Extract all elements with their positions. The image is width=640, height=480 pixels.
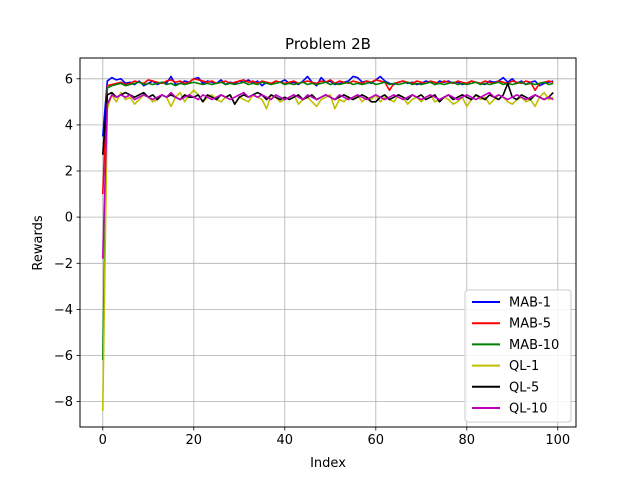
- y-tick-label: −6: [54, 349, 73, 364]
- y-tick-label: 2: [65, 165, 73, 180]
- series-line-mab-10: [101, 81, 554, 361]
- y-tick-label: −8: [54, 395, 73, 410]
- x-tick-label: 100: [545, 433, 570, 448]
- legend-label: MAB-5: [509, 317, 551, 332]
- chart-title: Problem 2B: [285, 35, 371, 53]
- y-tick-label: 4: [65, 118, 73, 133]
- legend-label: QL-1: [509, 359, 539, 374]
- x-tick-label: 0: [99, 433, 107, 448]
- legend-label: QL-5: [509, 380, 539, 395]
- legend: MAB-1 MAB-5 MAB-10 QL-1 QL-5 QL-10: [464, 289, 572, 423]
- legend-label: QL-10: [509, 402, 547, 417]
- x-tick-label: 20: [186, 433, 203, 448]
- y-tick-label: 6: [65, 72, 73, 87]
- axis-ticks: 0 20 40 60 80 100 −8 −6 −4 −2 0 2 4 6: [54, 72, 570, 448]
- x-tick-label: 60: [368, 433, 385, 448]
- y-axis-label: Rewards: [31, 215, 46, 270]
- x-axis-label: Index: [310, 456, 346, 471]
- legend-label: MAB-1: [509, 296, 551, 311]
- series-lines: [101, 75, 554, 411]
- y-tick-label: 0: [65, 211, 73, 226]
- grid-lines: [80, 58, 576, 427]
- x-tick-label: 80: [459, 433, 476, 448]
- x-tick-label: 40: [277, 433, 294, 448]
- y-tick-label: −4: [54, 303, 73, 318]
- series-line-ql-10: [101, 91, 554, 259]
- plot-frame: [79, 57, 577, 428]
- legend-label: MAB-10: [509, 338, 559, 353]
- y-tick-label: −2: [54, 257, 73, 272]
